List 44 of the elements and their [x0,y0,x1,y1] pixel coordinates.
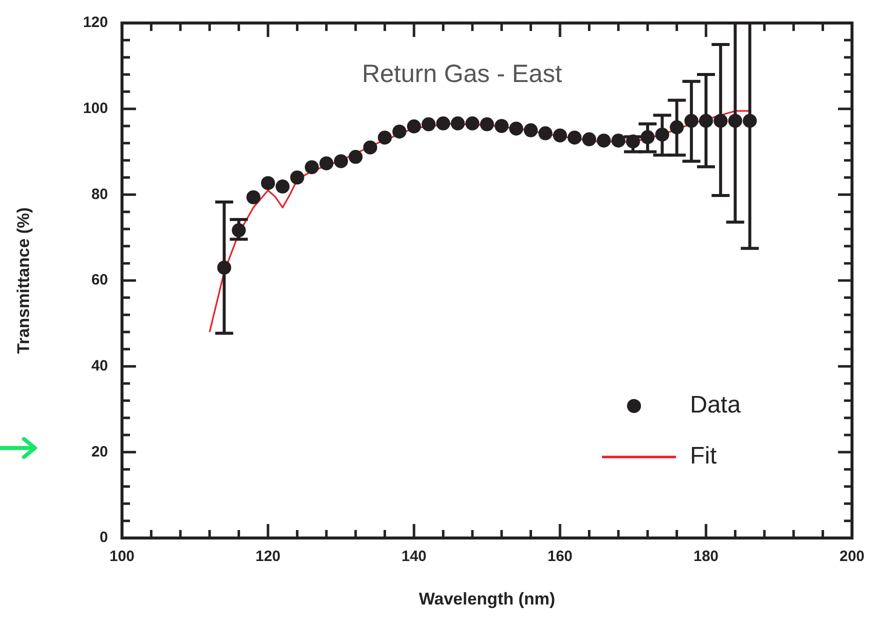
y-tick-label: 0 [100,529,108,546]
point [611,134,626,148]
legend-label: Data [690,392,742,419]
point [378,130,392,145]
y-tick-label: 80 [91,186,108,203]
x-tick-label: 140 [401,548,427,566]
point [319,156,334,170]
y-axis-title: Transmittance (%) [14,207,33,354]
y-tick-label: 100 [82,100,108,117]
point [276,180,290,194]
point [596,134,611,148]
point [436,116,450,130]
point [524,123,538,138]
point [392,124,406,139]
x-tick-label: 120 [255,548,281,566]
y-tick-label: 120 [82,14,108,32]
x-tick-label: 200 [839,548,865,566]
point [509,122,524,136]
point [407,119,421,134]
point [465,116,480,130]
text: Return Gas - East [362,60,562,88]
x-axis-title: Wavelength (nm) [418,589,556,608]
legend-label: Fit [690,442,717,470]
x-tick-label: 180 [693,548,719,566]
point [582,132,596,146]
point [480,117,494,132]
point [568,130,582,145]
point [334,154,348,168]
x-tick-label: 100 [109,548,135,566]
point [450,116,465,130]
point [261,176,275,190]
point [348,150,363,164]
point [363,140,378,154]
point [422,117,436,132]
point [290,170,304,184]
point [246,190,260,204]
point [553,128,567,142]
y-tick-label: 60 [91,272,108,289]
y-tick-label: 40 [91,357,108,374]
point [538,126,552,140]
point [304,160,319,174]
point [494,119,509,133]
x-tick-label: 160 [547,548,573,566]
y-tick-label: 20 [91,443,108,460]
